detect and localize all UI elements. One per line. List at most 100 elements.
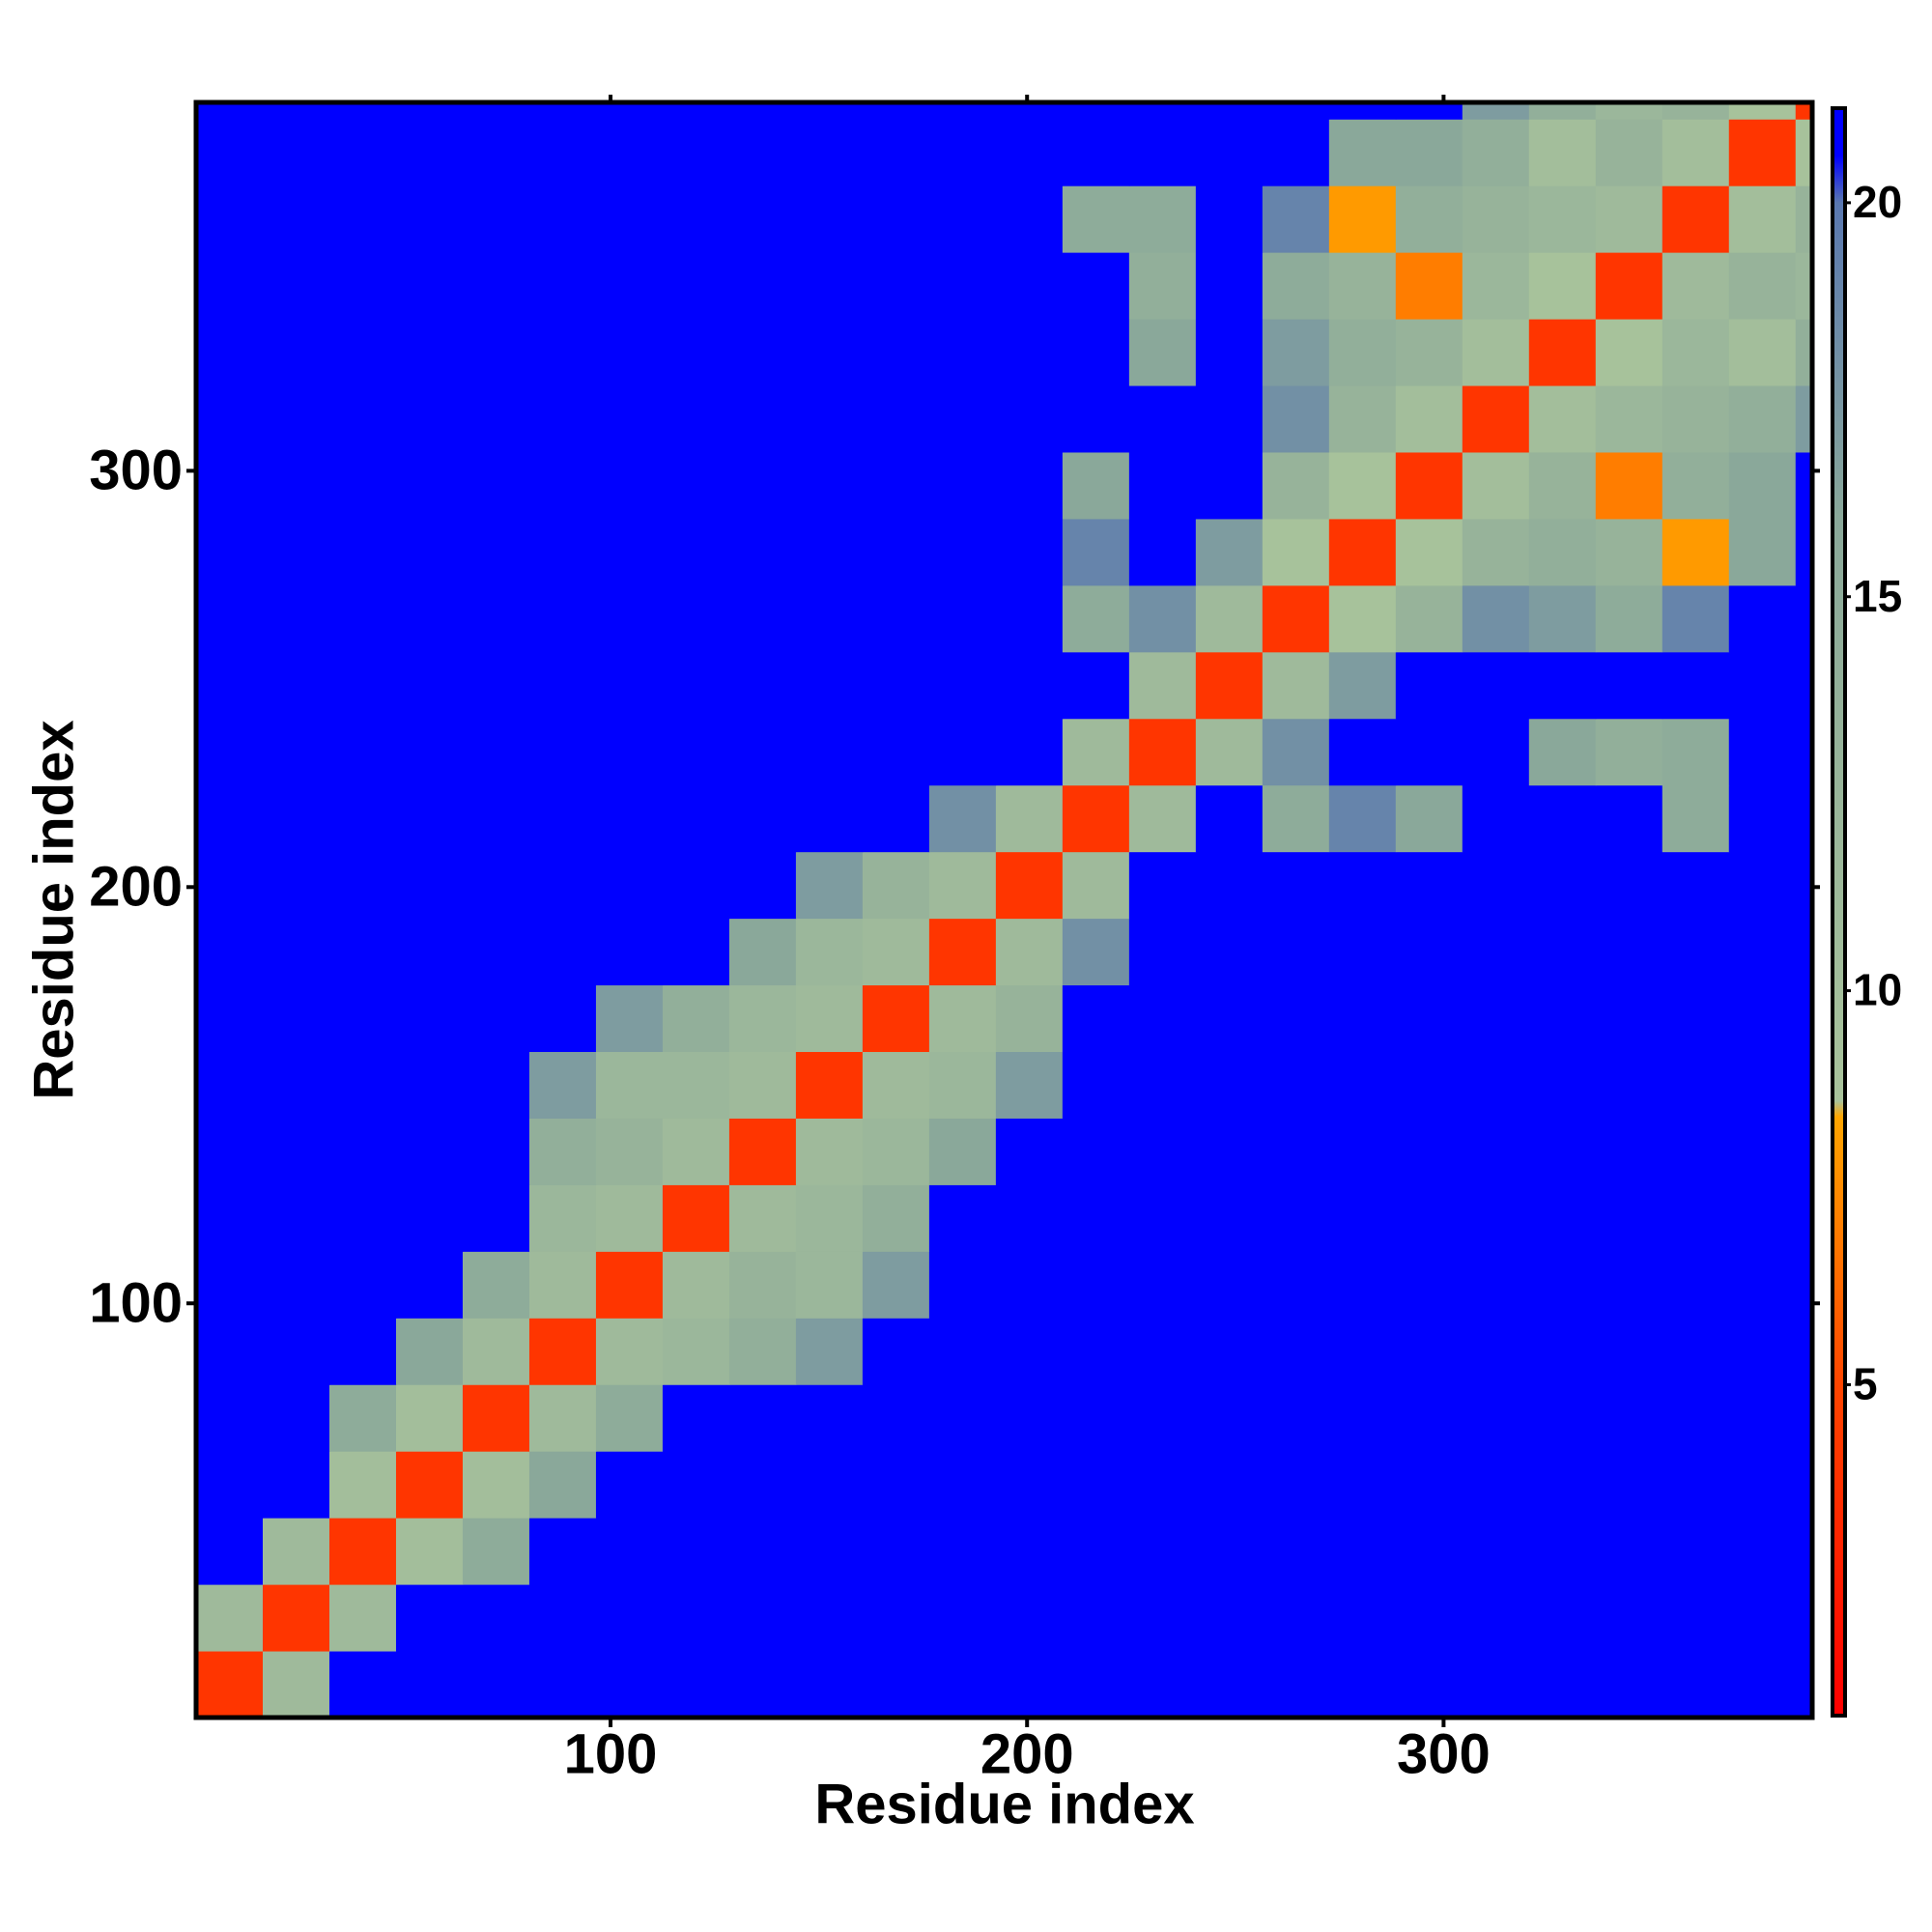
heatmap-cell — [196, 784, 264, 853]
heatmap-cell — [528, 718, 597, 786]
heatmap-cell — [1062, 451, 1130, 520]
heatmap-cell — [1128, 1651, 1197, 1719]
heatmap-cell — [262, 1518, 330, 1585]
heatmap-cell — [1062, 651, 1130, 720]
heatmap-cell — [1728, 1651, 1797, 1719]
heatmap-cell — [1262, 1184, 1330, 1252]
heatmap-cell — [1062, 252, 1130, 320]
heatmap-cell — [1328, 102, 1397, 120]
heatmap-cell — [928, 1651, 997, 1719]
heatmap-cell — [1395, 319, 1463, 386]
heatmap-cell — [1728, 718, 1797, 786]
heatmap-cell — [1395, 918, 1463, 986]
heatmap-cell — [196, 518, 264, 586]
heatmap-cell — [1528, 1584, 1597, 1652]
heatmap-cell — [395, 1051, 464, 1119]
heatmap-cell — [262, 319, 330, 386]
heatmap-cell — [196, 651, 264, 720]
heatmap-cell — [1262, 1651, 1330, 1719]
heatmap-cell — [1795, 584, 1813, 653]
heatmap-cell — [662, 185, 730, 253]
x-axis-title: Residue index — [814, 1773, 1194, 1835]
heatmap-cell — [595, 651, 664, 720]
heatmap-cell — [528, 252, 597, 320]
heatmap-cell — [1662, 102, 1730, 120]
heatmap-cell — [795, 984, 864, 1053]
heatmap-cell — [1328, 119, 1397, 186]
heatmap-cell — [728, 102, 797, 120]
heatmap-cell — [1795, 1184, 1813, 1252]
heatmap-cell — [328, 102, 397, 120]
heatmap-cell — [196, 102, 264, 120]
heatmap-cell — [528, 651, 597, 720]
heatmap-cell — [262, 784, 330, 853]
heatmap-cell — [928, 185, 997, 253]
heatmap-cell — [928, 451, 997, 520]
heatmap-cell — [462, 1451, 530, 1519]
heatmap-cell — [862, 851, 930, 920]
heatmap-cell — [595, 1184, 664, 1252]
heatmap-cell — [728, 984, 797, 1053]
heatmap-cell — [595, 584, 664, 653]
heatmap-cell — [1328, 319, 1397, 386]
heatmap-cell — [262, 1118, 330, 1185]
heatmap-cell — [1528, 1384, 1597, 1452]
heatmap-cell — [1128, 584, 1197, 653]
heatmap-cell — [1728, 984, 1797, 1053]
heatmap-cell — [795, 252, 864, 320]
heatmap-cell — [728, 1451, 797, 1519]
heatmap-cell — [662, 918, 730, 986]
heatmap-cell — [1662, 451, 1730, 520]
heatmap-cell — [728, 1384, 797, 1452]
heatmap-cell — [1595, 1451, 1663, 1519]
heatmap-cell — [1662, 319, 1730, 386]
heatmap-cell — [595, 518, 664, 586]
heatmap-cell — [1528, 1451, 1597, 1519]
heatmap-cell — [1395, 518, 1463, 586]
heatmap-cell — [262, 119, 330, 186]
heatmap-cell — [395, 584, 464, 653]
heatmap-cell — [262, 1051, 330, 1119]
heatmap-cell — [328, 385, 397, 453]
heatmap-cell — [528, 185, 597, 253]
heatmap-cell — [862, 385, 930, 453]
heatmap-cell — [995, 784, 1064, 853]
heatmap-cell — [1728, 1051, 1797, 1119]
heatmap-cell — [662, 1384, 730, 1452]
heatmap-cell — [795, 651, 864, 720]
heatmap-cell — [462, 518, 530, 586]
heatmap-cell — [1728, 385, 1797, 453]
heatmap-cell — [995, 1651, 1064, 1719]
heatmap-cell — [1795, 651, 1813, 720]
heatmap-cell — [1528, 718, 1597, 786]
heatmap-cell — [395, 851, 464, 920]
heatmap-cell — [928, 584, 997, 653]
heatmap-cell — [662, 1051, 730, 1119]
heatmap-cell — [795, 1584, 864, 1652]
heatmap-cell — [795, 385, 864, 453]
heatmap-cell — [995, 1184, 1064, 1252]
heatmap-cell — [1462, 1651, 1530, 1719]
heatmap-cell — [1328, 918, 1397, 986]
heatmap-cell — [196, 851, 264, 920]
heatmap-cell — [662, 252, 730, 320]
heatmap-cell — [862, 518, 930, 586]
heatmap-cell — [1128, 1318, 1197, 1385]
heatmap-cell — [1728, 1184, 1797, 1252]
heatmap-cell — [1128, 851, 1197, 920]
heatmap-cell — [1528, 584, 1597, 653]
heatmap-cell — [1062, 1584, 1130, 1652]
colorbar — [1831, 106, 1847, 1718]
heatmap-cell — [1462, 1584, 1530, 1652]
heatmap-cell — [1062, 584, 1130, 653]
heatmap-cell — [1262, 518, 1330, 586]
heatmap-cell — [1262, 1118, 1330, 1185]
heatmap-cell — [1662, 651, 1730, 720]
heatmap-cell — [1728, 252, 1797, 320]
heatmap-cell — [595, 1451, 664, 1519]
heatmap-cell — [1128, 1051, 1197, 1119]
heatmap-cell — [928, 119, 997, 186]
heatmap-cell — [1128, 984, 1197, 1053]
heatmap-cell — [995, 252, 1064, 320]
heatmap-cell — [1262, 119, 1330, 186]
